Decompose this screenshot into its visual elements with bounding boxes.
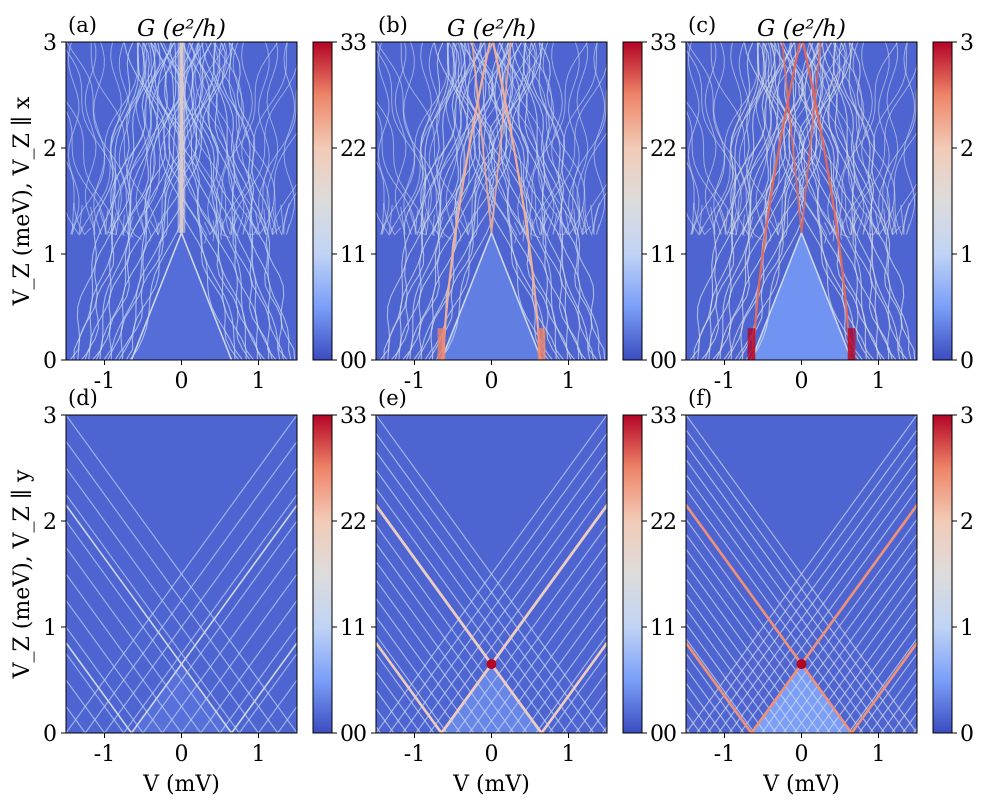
x-tick-label: 1 xyxy=(562,742,576,767)
x-tick-label: 0 xyxy=(485,369,499,394)
panel-label: (f) xyxy=(688,386,712,410)
panel-label: (d) xyxy=(68,386,98,410)
panel-b: -1 0 1 0 1 2 3 (b) G (e²/h) 0 1 2 3 xyxy=(353,13,664,394)
colorbar-tick-label: 3 xyxy=(650,404,664,429)
y-axis-label: V_Z (meV), V_Z ∥ x xyxy=(10,96,35,306)
panel-c: -1 0 1 0 1 2 3 (c) G (e²/h) 0 1 2 3 xyxy=(663,13,974,394)
colorbar-tick-label: 0 xyxy=(340,349,354,374)
colorbar: 0 1 2 3 xyxy=(932,404,974,747)
panel-title: G (e²/h) xyxy=(447,16,536,42)
colorbar-tick-label: 2 xyxy=(960,510,974,535)
y-tick-label: 1 xyxy=(353,616,367,641)
x-tick-label: -1 xyxy=(714,742,735,767)
colorbar-tick-label: 1 xyxy=(650,616,664,641)
panel-label: (b) xyxy=(378,13,408,37)
y-tick-label: 3 xyxy=(43,31,57,56)
x-tick-label: 1 xyxy=(252,369,266,394)
colorbar-tick-label: 2 xyxy=(340,137,354,162)
y-tick-label: 0 xyxy=(43,722,57,747)
y-tick-label: 2 xyxy=(353,137,367,162)
heatmap-image xyxy=(66,42,297,360)
panel-label: (c) xyxy=(688,13,716,37)
y-tick-label: 1 xyxy=(43,243,57,268)
x-tick-label: 1 xyxy=(872,369,886,394)
y-axis-label: V_Z (meV), V_Z ∥ y xyxy=(10,469,35,679)
x-tick-label: 1 xyxy=(562,369,576,394)
heatmap-image xyxy=(66,415,297,733)
colorbar-tick-label: 1 xyxy=(960,616,974,641)
heatmap-image xyxy=(686,415,917,733)
y-tick-label: 3 xyxy=(43,404,57,429)
colorbar-tick-label: 3 xyxy=(340,31,354,56)
panel-label: (e) xyxy=(378,386,407,410)
y-tick-label: 1 xyxy=(43,616,57,641)
colorbar-tick-label: 1 xyxy=(960,243,974,268)
heatmap-image xyxy=(686,42,917,360)
x-tick-label: 0 xyxy=(795,742,809,767)
colorbar-tick-label: 3 xyxy=(340,404,354,429)
colorbar-tick-label: 3 xyxy=(960,31,974,56)
panel-d: -1 0 1 0 1 2 3 (d) 0 1 2 3 V (mV) xyxy=(43,386,354,797)
panel-title: G (e²/h) xyxy=(137,16,226,42)
x-tick-label: 0 xyxy=(485,742,499,767)
y-tick-label: 2 xyxy=(43,510,57,535)
y-tick-label: 0 xyxy=(353,722,367,747)
y-tick-label: 3 xyxy=(663,31,677,56)
colorbar-tick-label: 2 xyxy=(340,510,354,535)
y-tick-label: 0 xyxy=(663,722,677,747)
y-tick-label: 3 xyxy=(353,404,367,429)
colorbar-tick-label: 0 xyxy=(340,722,354,747)
x-tick-label: -1 xyxy=(404,369,425,394)
colorbar-tick-label: 0 xyxy=(650,722,664,747)
colorbar: 0 1 2 3 xyxy=(312,31,354,374)
heatmap-image xyxy=(376,42,607,360)
colorbar-tick-label: 3 xyxy=(650,31,664,56)
y-tick-label: 1 xyxy=(663,616,677,641)
panel-f: -1 0 1 0 1 2 3 (f) 0 1 2 3 V (mV) xyxy=(663,386,974,797)
y-tick-label: 1 xyxy=(663,243,677,268)
x-tick-label: -1 xyxy=(94,369,115,394)
x-tick-label: 0 xyxy=(175,742,189,767)
x-tick-label: -1 xyxy=(404,742,425,767)
heatmap-image xyxy=(376,415,607,733)
y-tick-label: 2 xyxy=(663,510,677,535)
x-tick-label: 1 xyxy=(252,742,266,767)
x-axis-label: V (mV) xyxy=(142,772,220,797)
colorbar-tick-label: 1 xyxy=(650,243,664,268)
x-axis-label: V (mV) xyxy=(452,772,530,797)
y-tick-label: 1 xyxy=(353,243,367,268)
colorbar-tick-label: 0 xyxy=(960,349,974,374)
panel-title: G (e²/h) xyxy=(757,16,846,42)
y-tick-label: 2 xyxy=(353,510,367,535)
y-tick-label: 2 xyxy=(43,137,57,162)
panel-e: -1 0 1 0 1 2 3 (e) 0 1 2 3 V (mV) xyxy=(353,386,664,797)
x-axis-label: V (mV) xyxy=(762,772,840,797)
x-tick-label: -1 xyxy=(714,369,735,394)
colorbar: 0 1 2 3 xyxy=(932,31,974,374)
colorbar-tick-label: 1 xyxy=(340,616,354,641)
colorbar-tick-label: 0 xyxy=(650,349,664,374)
colorbar-tick-label: 0 xyxy=(960,722,974,747)
colorbar: 0 1 2 3 xyxy=(622,404,664,747)
y-tick-label: 3 xyxy=(663,404,677,429)
x-tick-label: 0 xyxy=(175,369,189,394)
y-tick-label: 0 xyxy=(353,349,367,374)
colorbar-tick-label: 3 xyxy=(960,404,974,429)
y-tick-label: 3 xyxy=(353,31,367,56)
colorbar: 0 1 2 3 xyxy=(622,31,664,374)
colorbar-tick-label: 2 xyxy=(650,137,664,162)
y-tick-label: 2 xyxy=(663,137,677,162)
colorbar-tick-label: 2 xyxy=(960,137,974,162)
colorbar-tick-label: 1 xyxy=(340,243,354,268)
y-tick-label: 0 xyxy=(43,349,57,374)
panel-label: (a) xyxy=(68,13,97,37)
x-tick-label: 0 xyxy=(795,369,809,394)
x-tick-label: 1 xyxy=(872,742,886,767)
colorbar-tick-label: 2 xyxy=(650,510,664,535)
x-tick-label: -1 xyxy=(94,742,115,767)
panel-a: -1 0 1 0 1 2 3 (a) G (e²/h) 0 1 2 3 xyxy=(43,13,354,394)
y-tick-label: 0 xyxy=(663,349,677,374)
colorbar: 0 1 2 3 xyxy=(312,404,354,747)
